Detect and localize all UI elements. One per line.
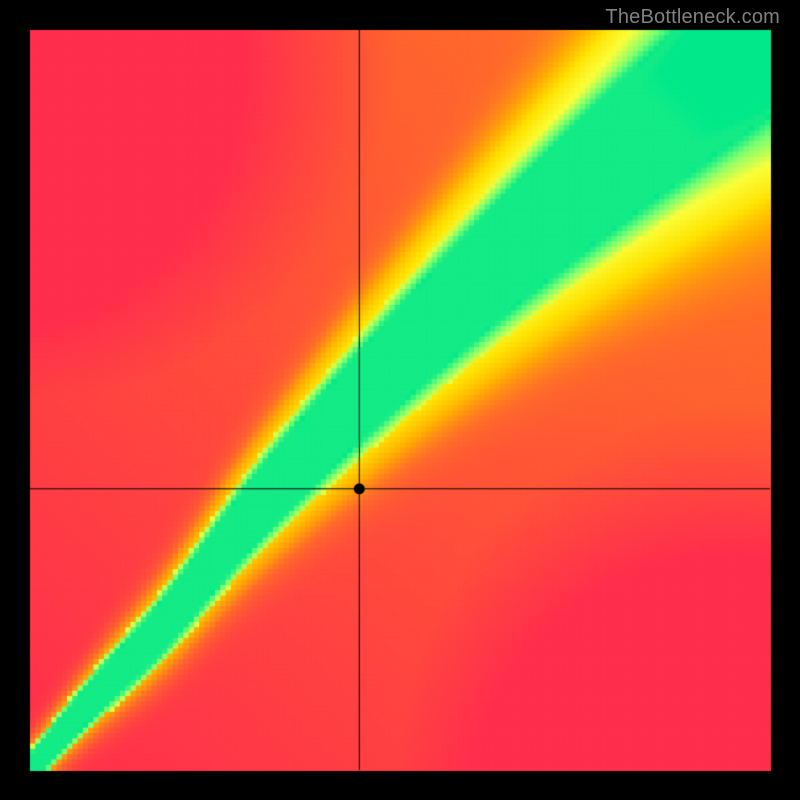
- chart-container: TheBottleneck.com: [0, 0, 800, 800]
- heatmap-canvas: [0, 0, 800, 800]
- watermark-text: TheBottleneck.com: [605, 6, 780, 29]
